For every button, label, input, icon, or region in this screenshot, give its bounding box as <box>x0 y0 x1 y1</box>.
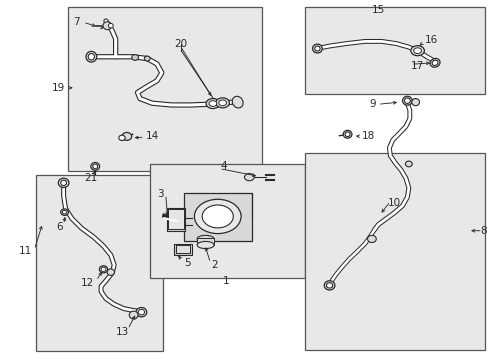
Text: 2: 2 <box>211 260 218 270</box>
Ellipse shape <box>324 281 334 290</box>
Text: 20: 20 <box>173 39 186 49</box>
Ellipse shape <box>107 269 114 275</box>
Text: 16: 16 <box>424 35 437 45</box>
Bar <box>305 153 484 350</box>
Text: 21: 21 <box>84 173 98 183</box>
Ellipse shape <box>343 130 351 138</box>
Bar <box>36 175 163 351</box>
Bar <box>197 238 214 245</box>
Circle shape <box>194 199 241 234</box>
Circle shape <box>413 48 421 54</box>
Ellipse shape <box>93 164 98 169</box>
Ellipse shape <box>197 242 214 249</box>
Ellipse shape <box>429 58 439 67</box>
Text: 9: 9 <box>368 99 375 109</box>
Text: 18: 18 <box>362 131 375 141</box>
Text: 6: 6 <box>56 222 63 232</box>
Ellipse shape <box>404 98 409 103</box>
Ellipse shape <box>61 180 66 185</box>
Text: 10: 10 <box>387 198 400 208</box>
Text: 19: 19 <box>51 83 64 93</box>
Bar <box>167 209 184 229</box>
Ellipse shape <box>91 162 100 170</box>
Ellipse shape <box>367 235 375 243</box>
Text: 7: 7 <box>73 17 80 27</box>
Bar <box>174 244 192 255</box>
Ellipse shape <box>88 54 94 60</box>
Ellipse shape <box>326 283 332 288</box>
Ellipse shape <box>103 22 112 30</box>
Ellipse shape <box>122 132 131 140</box>
Ellipse shape <box>58 178 69 188</box>
Bar <box>166 207 185 231</box>
Circle shape <box>218 100 226 106</box>
Ellipse shape <box>232 96 243 108</box>
Ellipse shape <box>138 310 144 315</box>
Bar <box>305 7 484 94</box>
Text: 8: 8 <box>479 226 486 236</box>
Ellipse shape <box>312 44 322 53</box>
Circle shape <box>202 205 233 228</box>
Ellipse shape <box>62 210 67 214</box>
Ellipse shape <box>197 235 214 243</box>
Ellipse shape <box>136 307 146 317</box>
Ellipse shape <box>402 96 411 105</box>
Ellipse shape <box>101 267 106 271</box>
Text: 4: 4 <box>220 161 226 171</box>
Bar <box>68 7 261 171</box>
Ellipse shape <box>99 266 107 273</box>
Ellipse shape <box>131 55 138 60</box>
Ellipse shape <box>86 51 97 62</box>
Circle shape <box>208 101 216 107</box>
Ellipse shape <box>144 56 150 61</box>
Ellipse shape <box>411 99 419 106</box>
Ellipse shape <box>129 311 138 319</box>
Ellipse shape <box>345 132 349 136</box>
Text: 3: 3 <box>157 189 164 199</box>
Ellipse shape <box>61 209 68 215</box>
Text: 15: 15 <box>371 5 384 15</box>
Bar <box>149 164 305 278</box>
Circle shape <box>215 98 229 108</box>
Text: 5: 5 <box>183 258 190 268</box>
Text: 13: 13 <box>115 327 128 337</box>
Ellipse shape <box>108 23 113 28</box>
Bar <box>176 246 190 253</box>
Circle shape <box>244 174 254 181</box>
Ellipse shape <box>119 135 125 140</box>
Ellipse shape <box>314 46 320 51</box>
Text: 17: 17 <box>410 61 423 71</box>
Circle shape <box>410 46 424 56</box>
Ellipse shape <box>431 60 437 66</box>
Circle shape <box>205 99 219 109</box>
Text: 14: 14 <box>146 131 159 141</box>
Ellipse shape <box>405 161 411 167</box>
Text: 12: 12 <box>81 278 94 288</box>
Text: 11: 11 <box>19 246 32 256</box>
Text: 1: 1 <box>222 276 229 286</box>
Bar <box>183 193 251 241</box>
